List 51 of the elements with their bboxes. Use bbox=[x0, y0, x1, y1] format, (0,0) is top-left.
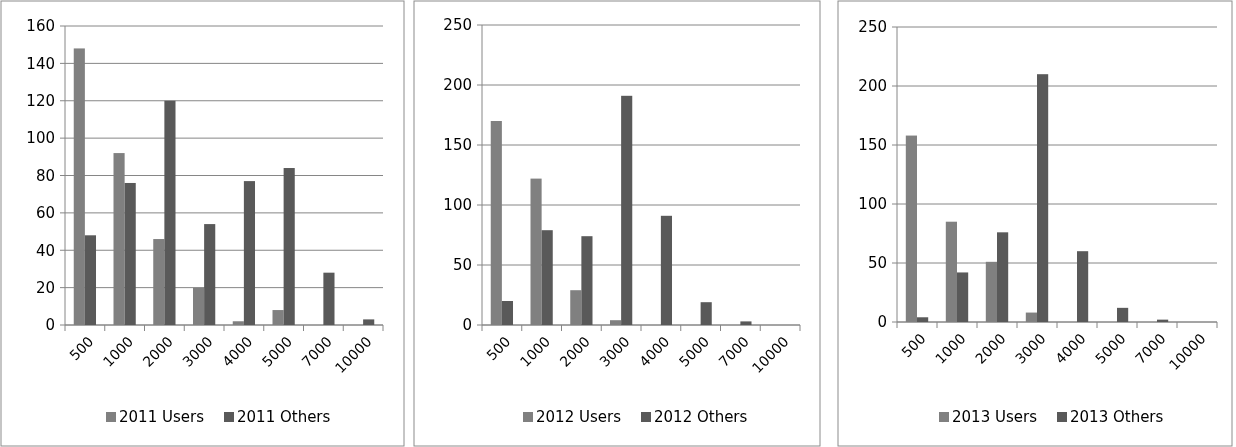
bar bbox=[84, 235, 97, 325]
bar bbox=[501, 301, 514, 325]
legend-label: 2012 Others bbox=[654, 408, 748, 427]
x-tick-label: 500 bbox=[483, 333, 514, 364]
legend-label: 2012 Users bbox=[536, 408, 622, 427]
y-tick-label: 100 bbox=[443, 196, 472, 215]
y-tick-label: 250 bbox=[858, 18, 887, 37]
y-tick-label: 100 bbox=[858, 195, 887, 214]
x-tick-label: 500 bbox=[66, 333, 97, 364]
y-tick-label: 250 bbox=[443, 16, 472, 35]
bar bbox=[621, 95, 633, 325]
legend-label: 2011 Users bbox=[119, 408, 205, 427]
bar bbox=[124, 182, 136, 325]
bar bbox=[700, 302, 712, 325]
y-tick-label: 150 bbox=[443, 136, 472, 155]
bar bbox=[204, 224, 216, 325]
legend-label: 2013 Others bbox=[1070, 408, 1164, 427]
x-tick-label: 500 bbox=[898, 330, 929, 361]
y-tick-label: 160 bbox=[26, 17, 55, 36]
bar bbox=[957, 272, 969, 322]
bar bbox=[283, 168, 295, 325]
y-tick-label: 140 bbox=[26, 54, 55, 73]
bar bbox=[660, 215, 673, 325]
bar bbox=[243, 181, 256, 325]
bar bbox=[541, 230, 553, 325]
bar bbox=[997, 232, 1009, 322]
y-tick-label: 120 bbox=[26, 92, 55, 110]
y-tick-label: 50 bbox=[452, 256, 472, 275]
y-tick-label: 0 bbox=[45, 316, 55, 335]
y-tick-label: 40 bbox=[35, 241, 55, 260]
y-tick-label: 200 bbox=[443, 76, 472, 95]
bar bbox=[917, 317, 929, 322]
bar bbox=[164, 100, 176, 325]
y-tick-label: 50 bbox=[867, 254, 887, 273]
y-tick-label: 0 bbox=[877, 313, 887, 332]
bar bbox=[323, 272, 335, 325]
y-tick-label: 20 bbox=[35, 278, 55, 297]
y-tick-label: 150 bbox=[858, 136, 887, 155]
bar bbox=[1077, 251, 1089, 322]
bar bbox=[1117, 307, 1129, 322]
y-tick-label: 60 bbox=[35, 204, 55, 223]
legend-label: 2011 Others bbox=[237, 408, 331, 427]
y-tick-label: 200 bbox=[858, 77, 887, 96]
bar bbox=[1037, 74, 1049, 322]
y-tick-label: 0 bbox=[462, 316, 472, 335]
y-tick-label: 100 bbox=[26, 129, 55, 148]
legend-label: 2013 Users bbox=[952, 408, 1038, 427]
y-tick-label: 80 bbox=[35, 166, 55, 185]
bar bbox=[740, 321, 752, 325]
bar bbox=[581, 236, 593, 325]
bar bbox=[363, 319, 375, 325]
